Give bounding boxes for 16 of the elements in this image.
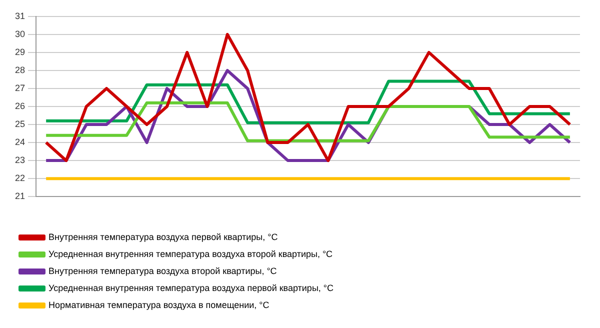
- y-tick-label: 27: [14, 82, 26, 93]
- legend-label: Нормативная температура воздуха в помещении, °С: [48, 300, 270, 310]
- y-tick-label: 23: [14, 155, 26, 166]
- legend-label: Усредненная внутренняя температура воздуха первой квартиры, °С: [48, 282, 334, 293]
- y-tick-label: 29: [14, 46, 26, 57]
- y-tick-label: 26: [14, 100, 26, 111]
- y-tick-label: 31: [14, 10, 26, 21]
- y-tick-label: 28: [14, 64, 26, 75]
- y-tick-label: 30: [14, 28, 26, 39]
- y-tick-label: 25: [14, 119, 26, 130]
- y-tick-label: 21: [14, 191, 26, 202]
- legend-label: Внутренняя температура воздуха второй квартиры, °С: [48, 266, 278, 276]
- legend-label: Усредненная внутренняя температура воздуха второй квартиры, °С: [48, 248, 334, 259]
- legend-label: Внутренняя температура воздуха первой квартиры, °С: [48, 232, 278, 242]
- y-tick-label: 22: [14, 173, 26, 184]
- y-tick-label: 24: [14, 137, 26, 148]
